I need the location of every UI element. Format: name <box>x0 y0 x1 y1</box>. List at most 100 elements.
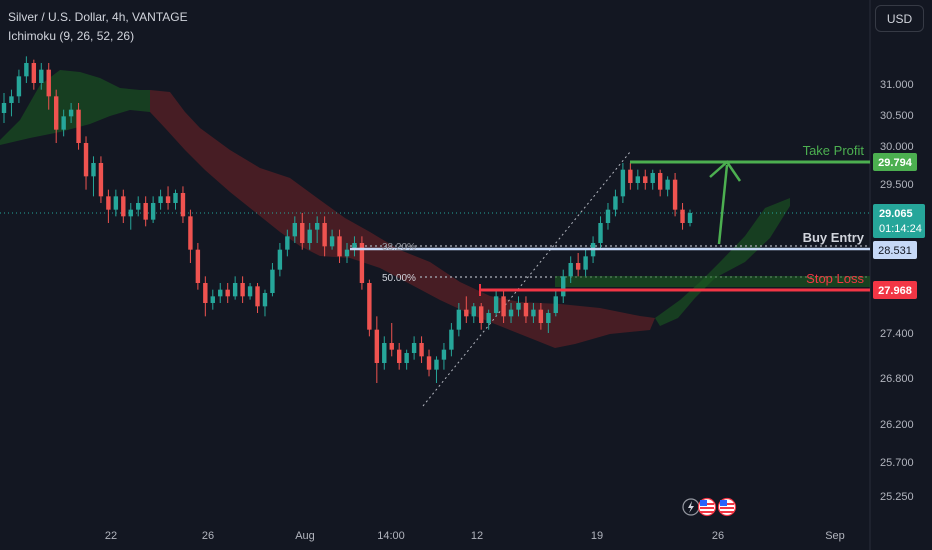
candle-body <box>307 229 312 243</box>
candle-body <box>546 313 551 323</box>
x-tick: 26 <box>202 530 214 542</box>
fib-382-label: 38.20% <box>382 242 416 253</box>
y-tick: 26.200 <box>880 419 914 431</box>
candle-body <box>516 303 521 310</box>
ichimoku-cloud-bull-segment <box>0 70 150 145</box>
candle-body <box>374 329 380 363</box>
candle-body <box>158 196 163 203</box>
candle-body <box>39 69 44 83</box>
candle-body <box>344 249 350 257</box>
candle-body <box>232 283 238 297</box>
candle-body <box>262 293 268 307</box>
candle-body <box>76 109 81 143</box>
candle-body <box>188 216 193 250</box>
candle-body <box>508 309 514 317</box>
candle-body <box>270 269 275 293</box>
candle-body <box>98 163 104 197</box>
y-tick: 30.500 <box>880 110 914 122</box>
candle-body <box>300 223 305 243</box>
candle-body <box>434 359 439 370</box>
candle-body <box>605 209 611 223</box>
candle-body <box>83 143 89 177</box>
y-tick: 29.500 <box>880 179 914 191</box>
candle-body <box>106 196 111 210</box>
candlestick-series <box>1 56 693 383</box>
candle-body <box>195 249 201 283</box>
candle-body <box>136 203 141 210</box>
us-flag-icon[interactable] <box>717 497 737 517</box>
candle-body <box>24 63 29 77</box>
candle-body <box>218 289 223 297</box>
price-label-last: 29.065 01:14:24 <box>873 204 925 238</box>
price-label-entry: 28.531 <box>873 241 917 259</box>
symbol-title[interactable]: Silver / U.S. Dollar, 4h, VANTAGE <box>8 10 188 24</box>
candle-body <box>493 296 499 313</box>
candle-body <box>247 286 253 297</box>
candle-body <box>9 96 14 103</box>
candle-body <box>165 196 171 203</box>
ichimoku-cloud <box>0 70 790 348</box>
candle-body <box>322 223 327 247</box>
candle-body <box>672 179 678 210</box>
candle-body <box>121 196 126 217</box>
candle-body <box>389 343 394 350</box>
candle-body <box>113 196 119 210</box>
candle-body <box>643 176 648 183</box>
price-label-text: 28.531 <box>878 245 912 257</box>
x-tick: Sep <box>825 530 845 542</box>
candle-body <box>46 69 51 97</box>
projection-arrow-shaft[interactable] <box>717 164 729 245</box>
demand-zone[interactable] <box>555 276 870 287</box>
candle-body <box>53 96 59 130</box>
candle-body <box>285 236 290 250</box>
fib-500-label: 50.00% <box>382 273 416 284</box>
candle-body <box>598 223 603 243</box>
x-tick: 26 <box>712 530 724 542</box>
candle-body <box>531 309 536 317</box>
candle-body <box>91 163 96 177</box>
candle-body <box>680 209 685 223</box>
candle-body <box>538 309 544 323</box>
countdown-text: 01:14:24 <box>879 223 922 235</box>
take-profit-label: Take Profit <box>803 143 865 158</box>
candle-body <box>471 306 476 317</box>
buy-entry-label: Buy Entry <box>803 230 865 245</box>
candle-body <box>620 169 626 197</box>
candle-body <box>1 103 7 113</box>
ichimoku-cloud-bull-segment <box>655 198 790 326</box>
y-tick: 30.000 <box>880 141 914 153</box>
candle-body <box>61 116 66 130</box>
currency-button[interactable]: USD <box>875 5 924 32</box>
candle-body <box>143 203 148 220</box>
projection-arrow-head <box>709 160 742 182</box>
candle-body <box>367 283 372 330</box>
candle-body <box>240 283 245 297</box>
candle-body <box>329 236 335 247</box>
candle-body <box>464 309 469 317</box>
candle-body <box>575 263 581 270</box>
candle-body <box>68 109 74 117</box>
candle-body <box>210 296 215 303</box>
candle-body <box>16 76 22 97</box>
y-tick: 25.250 <box>880 491 914 503</box>
candle-body <box>628 169 633 183</box>
candle-body <box>657 173 663 190</box>
candle-body <box>568 263 573 277</box>
us-flag-icon[interactable] <box>697 497 717 517</box>
candle-body <box>613 196 618 210</box>
candle-body <box>292 223 298 237</box>
candle-body <box>255 286 260 307</box>
x-tick: Aug <box>295 530 315 542</box>
indicator-legend[interactable]: Ichimoku (9, 26, 52, 26) <box>8 29 135 43</box>
candle-body <box>501 296 506 317</box>
candle-body <box>314 223 320 230</box>
candle-body <box>635 176 641 183</box>
candle-body <box>419 343 424 357</box>
candle-body <box>128 209 133 217</box>
price-label-text: 29.794 <box>878 157 913 169</box>
candle-body <box>687 213 693 223</box>
stop-loss-label: Stop Loss <box>806 271 864 286</box>
lightning-icon[interactable] <box>682 498 700 516</box>
candle-body <box>382 343 387 363</box>
